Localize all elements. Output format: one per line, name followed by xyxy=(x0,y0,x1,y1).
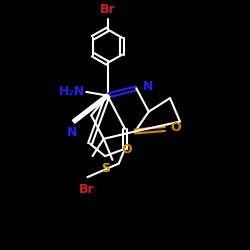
Text: N: N xyxy=(142,80,153,94)
Text: O: O xyxy=(170,121,181,134)
Text: O: O xyxy=(121,144,132,156)
Text: N: N xyxy=(66,126,77,139)
Text: Br: Br xyxy=(100,3,115,16)
Text: H₂N: H₂N xyxy=(59,86,85,98)
Text: Br: Br xyxy=(78,183,94,196)
Text: S: S xyxy=(101,162,110,174)
